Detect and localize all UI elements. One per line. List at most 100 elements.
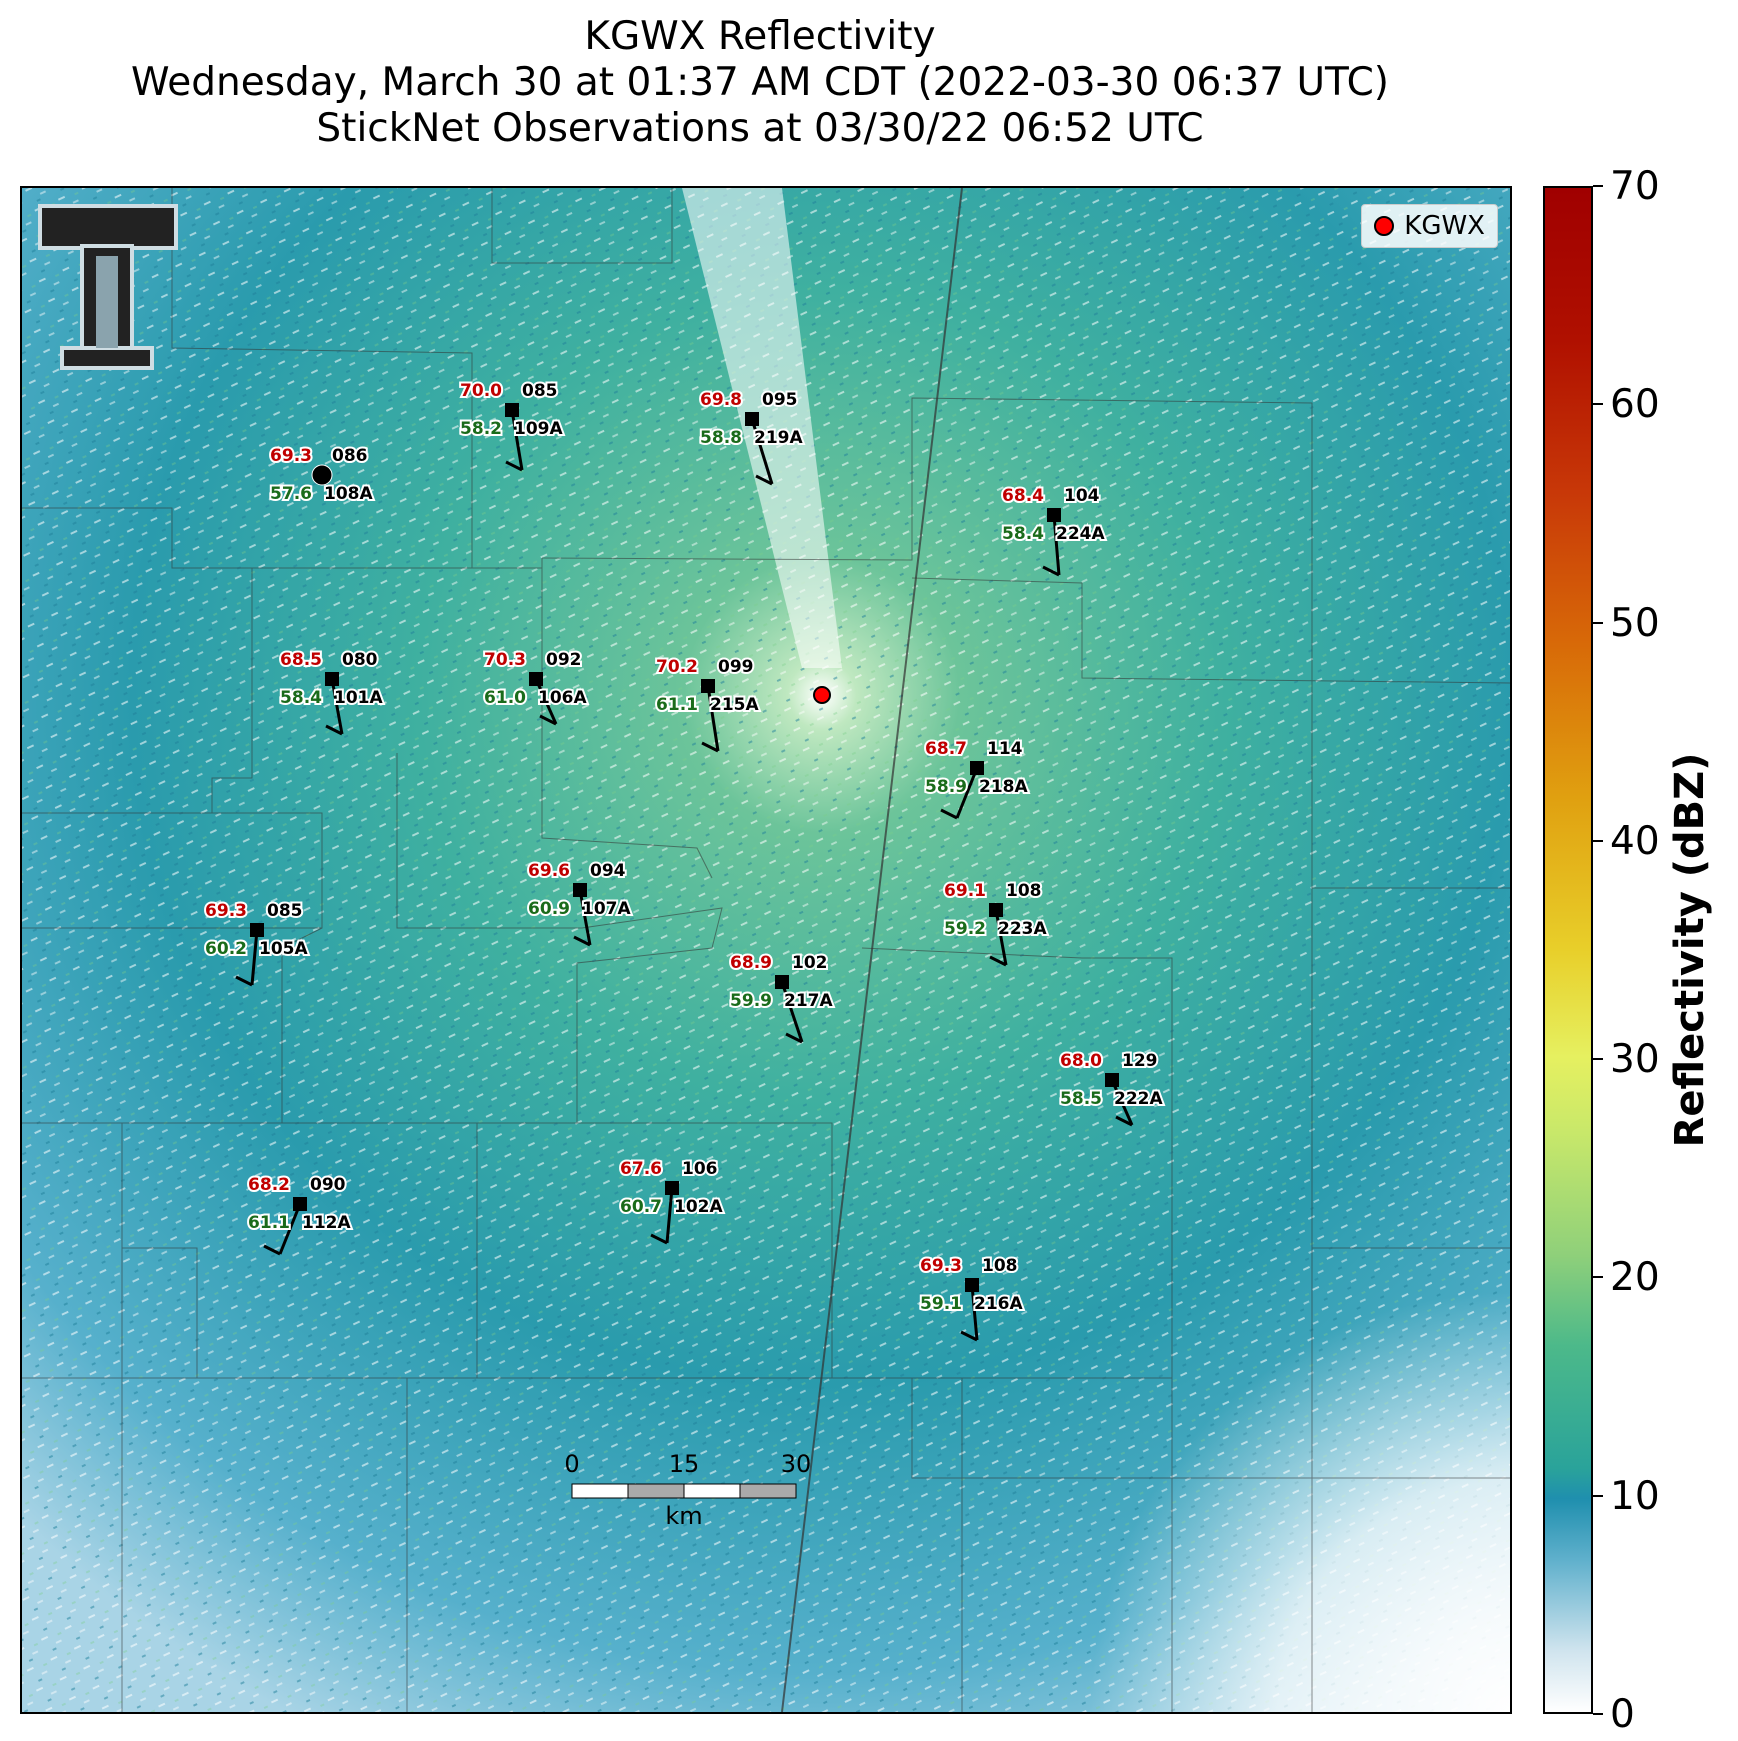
station-pressure: 104	[1064, 486, 1100, 506]
station-plot[interactable]: 69.6 094 60.9 107A	[526, 859, 633, 947]
station-id: 216A	[974, 1294, 1023, 1314]
station-plot[interactable]: 70.3 092 61.0 106A	[482, 648, 589, 726]
wind-barb-shaft	[1110, 1079, 1134, 1126]
station-id: 109A	[514, 419, 563, 439]
colorbar-tick-mark	[1593, 1276, 1603, 1279]
map-title: KGWX Reflectivity	[584, 14, 936, 59]
station-marker	[325, 672, 339, 686]
station-id: 218A	[979, 777, 1028, 797]
colorbar-tick-mark	[1593, 403, 1603, 406]
scale-tick-30: 30	[780, 1450, 812, 1478]
radar-map-svg: 70.0 085 58.2 109A 69.8 095 58.8 219A 69.3 086 57.…	[22, 188, 1510, 1712]
wind-barb-flag	[940, 808, 958, 820]
station-id: 107A	[582, 899, 631, 919]
colorbar-tick-label: 10	[1610, 1473, 1660, 1519]
station-marker	[989, 903, 1003, 917]
colorbar-tick-label: 50	[1610, 600, 1660, 646]
station-id: 215A	[710, 695, 759, 715]
station-marker	[573, 883, 587, 897]
station-dewpoint: 59.2	[944, 919, 986, 939]
radar-marker-icon	[1374, 216, 1395, 236]
station-dewpoint: 58.2	[460, 419, 502, 439]
station-dewpoint: 58.9	[925, 777, 967, 797]
map-subtitle-time: Wednesday, March 30 at 01:37 AM CDT (202…	[130, 60, 1390, 105]
wind-barb-shaft	[250, 929, 259, 986]
wind-barb-flag	[989, 955, 1007, 967]
station-temperature: 69.3	[920, 1256, 962, 1276]
station-dewpoint: 60.9	[528, 899, 570, 919]
station-marker	[505, 403, 519, 417]
station-pressure: 086	[332, 446, 368, 466]
station-dewpoint: 61.1	[656, 695, 698, 715]
station-marker	[1047, 508, 1061, 522]
station-dewpoint: 61.0	[484, 688, 526, 708]
station-id: 106A	[538, 688, 587, 708]
wind-barb-flag	[235, 975, 253, 987]
station-temperature: 68.2	[248, 1175, 290, 1195]
radar-map[interactable]: 70.0 085 58.2 109A 69.8 095 58.8 219A 69.3 086 57.…	[20, 186, 1512, 1714]
wind-barb-flag	[263, 1244, 281, 1256]
station-marker	[701, 679, 715, 693]
map-subtitle-obs: StickNet Observations at 03/30/22 06:52 …	[316, 106, 1204, 151]
station-marker	[293, 1197, 307, 1211]
colorbar-tick-label: 0	[1610, 1692, 1635, 1737]
station-marker	[250, 923, 264, 937]
wind-barb-flag	[325, 724, 343, 736]
station-plot[interactable]: 68.4 104 58.4 224A	[1000, 484, 1107, 577]
station-id: 217A	[784, 991, 833, 1011]
highway-line	[781, 188, 963, 1712]
colorbar-tick-label: 60	[1610, 382, 1660, 428]
station-id: 223A	[998, 919, 1047, 939]
station-dewpoint: 58.4	[280, 688, 322, 708]
station-plot[interactable]: 68.7 114 58.9 218A	[923, 737, 1030, 820]
station-dewpoint: 60.2	[205, 939, 247, 959]
station-plot[interactable]: 70.0 085 58.2 109A	[458, 379, 565, 472]
station-marker	[529, 672, 543, 686]
station-temperature: 70.3	[484, 650, 526, 670]
scale-unit: km	[665, 1502, 703, 1530]
kgwx-radar-site-marker[interactable]	[813, 686, 831, 704]
wind-barb-shaft	[1052, 514, 1061, 576]
station-dewpoint: 57.6	[270, 484, 312, 504]
wind-barb-shaft	[780, 981, 804, 1043]
station-temperature: 68.0	[1060, 1051, 1102, 1071]
station-plot[interactable]: 68.5 080 58.4 101A	[278, 648, 385, 736]
station-pressure: 085	[522, 381, 558, 401]
station-pressure: 099	[718, 657, 754, 677]
station-marker	[965, 1278, 979, 1292]
station-dewpoint: 60.7	[620, 1197, 662, 1217]
station-plot[interactable]: 69.1 108 59.2 223A	[942, 879, 1049, 967]
station-plot[interactable]: 69.8 095 58.8 219A	[698, 388, 805, 486]
station-plot[interactable]: 68.0 129 58.5 222A	[1058, 1049, 1165, 1127]
station-pressure: 094	[590, 861, 626, 881]
station-marker	[745, 412, 759, 426]
station-temperature: 68.5	[280, 650, 322, 670]
station-plot[interactable]: 69.3 085 60.2 105A	[203, 899, 310, 987]
colorbar-tick-label: 30	[1610, 1037, 1660, 1083]
station-id: 101A	[334, 688, 383, 708]
station-plot[interactable]: 69.3 108 59.1 216A	[918, 1254, 1025, 1342]
station-temperature: 69.3	[205, 901, 247, 921]
stations-layer: 70.0 085 58.2 109A 69.8 095 58.8 219A 69.3 086 57.…	[203, 379, 1165, 1342]
colorbar-tick-label: 70	[1610, 164, 1660, 209]
station-plot[interactable]: 68.2 090 61.1 112A	[246, 1173, 353, 1256]
colorbar	[1543, 186, 1593, 1714]
station-plot[interactable]: 69.3 086 57.6 108A	[268, 444, 375, 506]
wind-barb-shaft	[750, 418, 774, 485]
station-plot[interactable]: 68.9 102 59.9 217A	[728, 951, 835, 1044]
station-dewpoint: 58.4	[1002, 524, 1044, 544]
station-pressure: 085	[267, 901, 303, 921]
station-temperature: 70.0	[460, 381, 502, 401]
station-plot[interactable]: 67.6 106 60.7 102A	[618, 1157, 725, 1245]
wind-barb-flag	[650, 1233, 668, 1245]
station-temperature: 67.6	[620, 1159, 662, 1179]
station-id: 219A	[754, 428, 803, 448]
colorbar-tick-mark	[1593, 1494, 1603, 1497]
colorbar-tick-mark	[1593, 1058, 1603, 1061]
wind-barb-flag	[701, 741, 719, 753]
station-plot[interactable]: 70.2 099 61.1 215A	[654, 655, 761, 753]
station-marker	[1105, 1073, 1119, 1087]
wind-barb-flag	[755, 474, 773, 486]
wind-barb-flag	[1042, 565, 1060, 577]
wind-barb-shaft	[994, 909, 1008, 966]
